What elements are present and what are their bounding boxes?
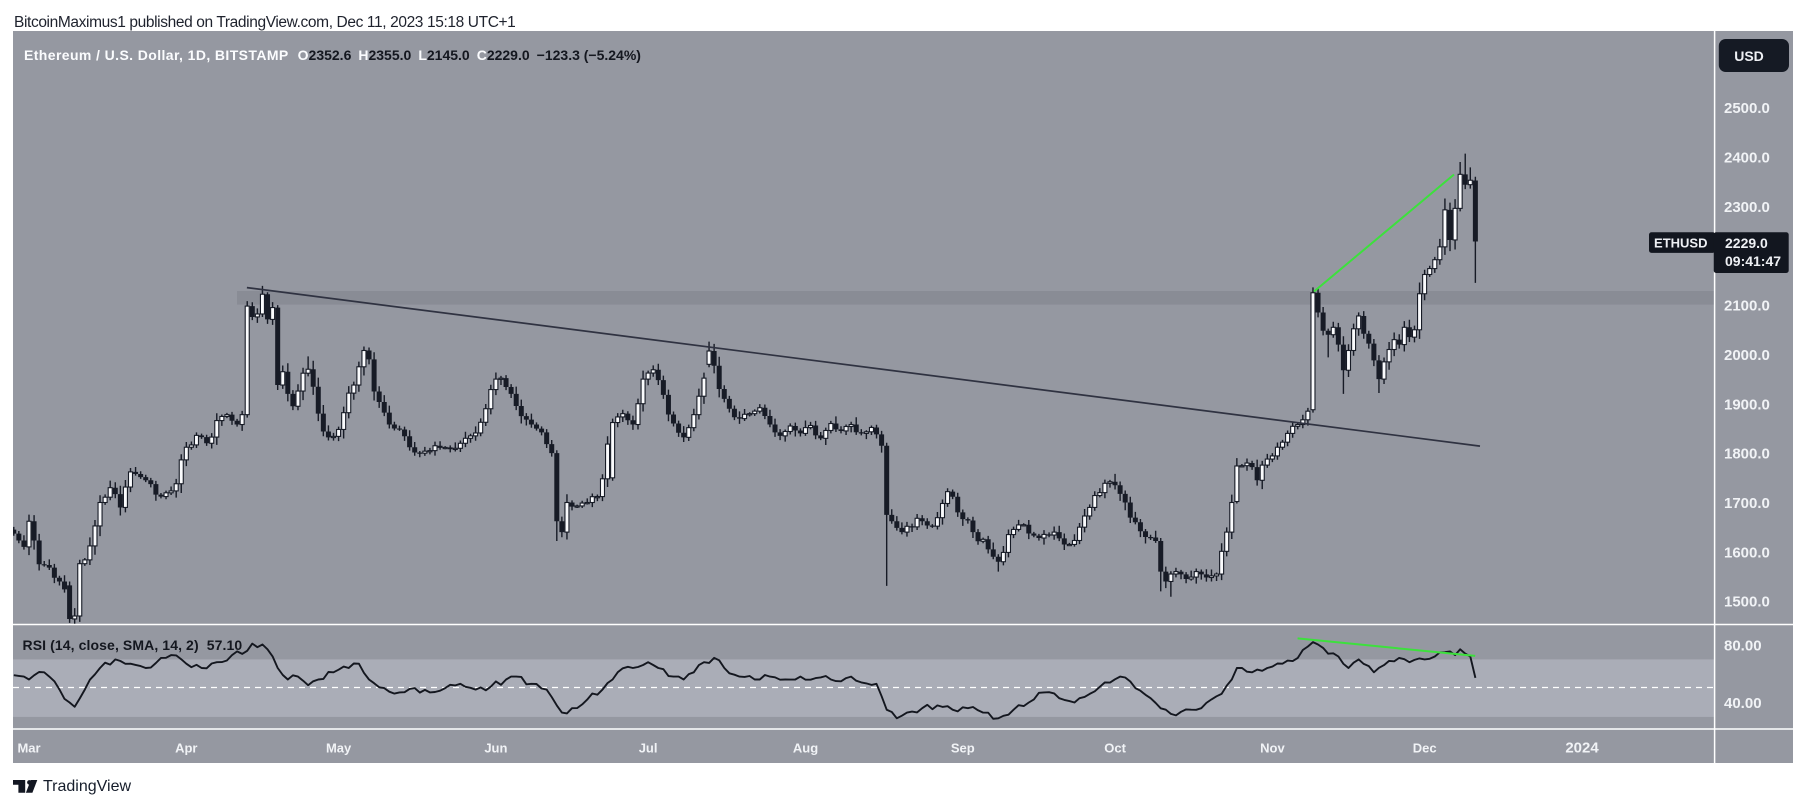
svg-text:1900.0: 1900.0 (1724, 396, 1770, 413)
svg-text:1800.0: 1800.0 (1724, 446, 1770, 463)
svg-text:2400.0: 2400.0 (1724, 150, 1770, 167)
svg-text:2024: 2024 (1565, 740, 1599, 757)
svg-text:Ethereum / U.S. Dollar, 1D, BI: Ethereum / U.S. Dollar, 1D, BITSTAMP O235… (24, 47, 641, 63)
svg-text:Jun: Jun (484, 741, 507, 756)
svg-text:80.00: 80.00 (1724, 638, 1762, 655)
svg-text:Apr: Apr (175, 741, 197, 756)
svg-text:2229.0: 2229.0 (1725, 235, 1768, 251)
svg-text:Dec: Dec (1413, 741, 1437, 756)
svg-text:Aug: Aug (793, 741, 818, 756)
svg-text:Oct: Oct (1104, 741, 1126, 756)
svg-text:2000.0: 2000.0 (1724, 347, 1770, 364)
svg-text:Sep: Sep (951, 741, 975, 756)
svg-text:May: May (326, 741, 352, 756)
svg-text:2100.0: 2100.0 (1724, 298, 1770, 315)
svg-text:2300.0: 2300.0 (1724, 199, 1770, 216)
svg-text:1500.0: 1500.0 (1724, 594, 1770, 611)
svg-text:1700.0: 1700.0 (1724, 495, 1770, 512)
svg-text:ETHUSD: ETHUSD (1654, 235, 1707, 250)
svg-text:USD: USD (1734, 48, 1764, 64)
svg-text:Jul: Jul (639, 741, 658, 756)
svg-text:RSI (14, close, SMA, 14, 2)57.: RSI (14, close, SMA, 14, 2) 57.10 (23, 637, 243, 653)
svg-text:40.00: 40.00 (1724, 695, 1762, 712)
svg-text:2500.0: 2500.0 (1724, 100, 1770, 117)
svg-text:1600.0: 1600.0 (1724, 544, 1770, 561)
svg-text:09:41:47: 09:41:47 (1725, 253, 1781, 269)
svg-text:Mar: Mar (17, 741, 40, 756)
svg-text:Nov: Nov (1260, 741, 1285, 756)
